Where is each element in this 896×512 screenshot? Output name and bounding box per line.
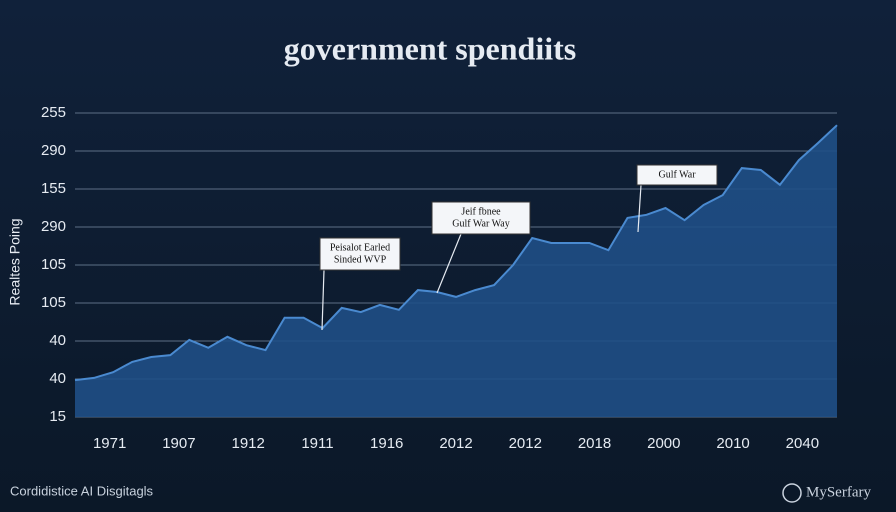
annotation-text: Gulf War bbox=[658, 169, 696, 180]
annotation-text: Jeif fbnee bbox=[461, 206, 501, 217]
annotation-text: Peisalot Earled bbox=[330, 242, 390, 253]
annotation-box bbox=[636, 164, 718, 186]
y-tick-label: 155 bbox=[41, 180, 66, 197]
x-tick-label: 1971 bbox=[93, 435, 126, 452]
y-tick-label: 290 bbox=[41, 218, 66, 235]
x-tick-label: 1916 bbox=[370, 435, 403, 452]
x-tick-label: 2012 bbox=[439, 435, 472, 452]
y-axis-label: Realtes Poing bbox=[7, 218, 23, 305]
chart-title: government spendiits bbox=[284, 30, 576, 66]
y-tick-label: 105 bbox=[41, 294, 66, 311]
footer-left: Cordidistice AI Disgitagls bbox=[10, 483, 154, 498]
y-tick-label: 40 bbox=[49, 370, 66, 387]
footer-right: MySerfary bbox=[806, 484, 871, 500]
area bbox=[75, 125, 837, 417]
annotation-leader bbox=[321, 269, 325, 331]
y-tick-label: 290 bbox=[41, 142, 66, 159]
y-tick-label: 15 bbox=[49, 408, 66, 425]
logo-icon bbox=[782, 483, 802, 503]
y-tick-label: 40 bbox=[49, 332, 66, 349]
x-tick-label: 2000 bbox=[647, 435, 680, 452]
y-tick-label: 105 bbox=[41, 256, 66, 273]
annotation-leader bbox=[436, 233, 462, 294]
x-tick-label: 1911 bbox=[301, 435, 333, 452]
x-tick-label: 2012 bbox=[509, 435, 542, 452]
x-tick-label: 1912 bbox=[231, 435, 264, 452]
annotation-leader bbox=[637, 184, 642, 233]
x-tick-label: 2040 bbox=[786, 435, 819, 452]
annotation-text: Sinded WVP bbox=[334, 254, 387, 265]
x-tick-label: 2010 bbox=[716, 435, 749, 452]
annotation-text: Gulf War Way bbox=[452, 218, 509, 229]
x-tick-label: 1907 bbox=[162, 435, 195, 452]
annotation-box bbox=[319, 237, 401, 271]
y-tick-label: 255 bbox=[41, 104, 66, 121]
area-line bbox=[74, 124, 838, 382]
annotation-box bbox=[431, 201, 531, 235]
x-tick-label: 2018 bbox=[578, 435, 611, 452]
